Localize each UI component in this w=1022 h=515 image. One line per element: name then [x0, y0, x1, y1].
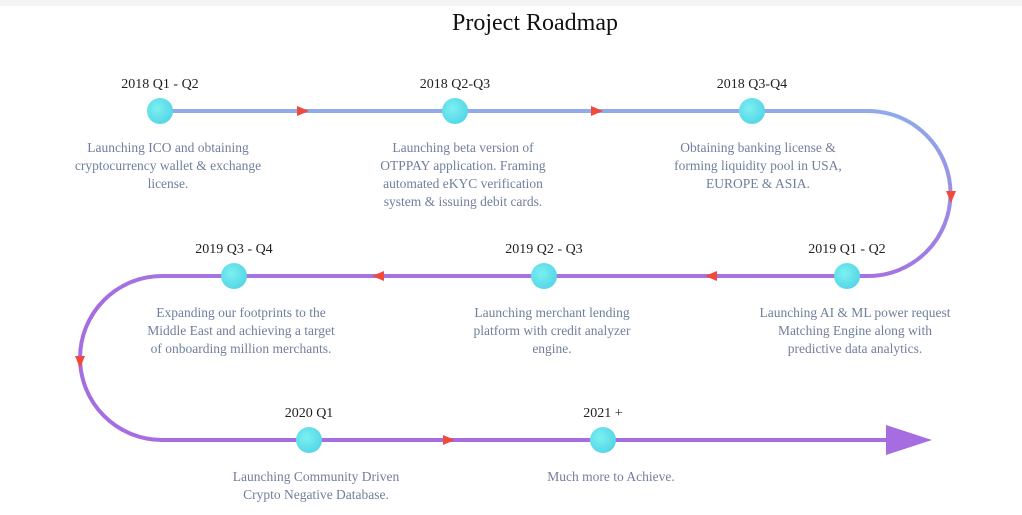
milestone-description: Launching AI & ML power request — [759, 305, 950, 320]
milestone-description: of onboarding million merchants. — [151, 341, 332, 356]
milestone-dot — [590, 427, 616, 453]
arrow — [372, 271, 384, 281]
milestone-description: EUROPE & ASIA. — [706, 176, 810, 191]
milestone-dot — [221, 263, 247, 289]
milestone-dot — [442, 98, 468, 124]
milestone: 2018 Q1 - Q2 Launching ICO and obtaining c… — [75, 77, 261, 191]
milestone-description: system & issuing debit cards. — [384, 194, 543, 209]
milestone: 2018 Q2-Q3 Launching beta version of OTPPA… — [380, 77, 546, 209]
milestone: 2019 Q3 - Q4 Expanding our footprints to … — [147, 242, 335, 356]
milestone-label: 2021 + — [583, 406, 623, 421]
milestone-label: 2020 Q1 — [285, 406, 334, 421]
milestone-description: OTPPAY application. Framing — [380, 158, 546, 173]
milestone-dot — [834, 263, 860, 289]
arrow — [75, 356, 85, 368]
milestone-dot — [739, 98, 765, 124]
end-arrow — [886, 425, 932, 455]
milestone-description: forming liquidity pool in USA, — [674, 158, 842, 173]
top-shadow — [0, 0, 1022, 6]
milestone-description: Launching merchant lending — [474, 305, 629, 320]
milestone-description: Launching Community Driven — [233, 469, 400, 484]
milestone-dot — [147, 98, 173, 124]
milestone-label: 2019 Q3 - Q4 — [195, 242, 272, 257]
arrow — [443, 435, 455, 445]
milestone-label: 2018 Q2-Q3 — [420, 77, 490, 92]
milestone-description: Launching ICO and obtaining — [87, 140, 249, 155]
milestone-label: 2018 Q1 - Q2 — [121, 77, 198, 92]
milestone-description: Middle East and achieving a target — [147, 323, 335, 338]
milestone-description: Crypto Negative Database. — [243, 487, 389, 502]
arrow — [591, 106, 603, 116]
milestone-dot — [531, 263, 557, 289]
arrow — [705, 271, 717, 281]
milestone-description: license. — [148, 176, 189, 191]
direction-arrows — [75, 106, 956, 445]
milestone-dot — [296, 427, 322, 453]
milestone: 2019 Q1 - Q2 Launching AI & ML power requ… — [759, 242, 950, 356]
milestone-label: 2019 Q1 - Q2 — [808, 242, 885, 257]
milestone: 2021 + Much more to Achieve. — [547, 406, 674, 484]
milestone-label: 2018 Q3-Q4 — [717, 77, 787, 92]
arrow — [946, 191, 956, 203]
title: Project Roadmap — [452, 10, 618, 36]
milestone-description: predictive data analytics. — [788, 341, 923, 356]
milestone-description: Much more to Achieve. — [547, 469, 674, 484]
track — [78, 109, 953, 442]
milestone: 2018 Q3-Q4 Obtaining banking license & for… — [674, 77, 842, 191]
milestone-description: automated eKYC verification — [383, 176, 543, 191]
milestone-description: platform with credit analyzer — [473, 323, 631, 338]
arrow — [297, 106, 309, 116]
milestone-description: cryptocurrency wallet & exchange — [75, 158, 261, 173]
milestone-description: Matching Engine along with — [778, 323, 932, 338]
milestone: 2020 Q1 Launching Community Driven Crypto … — [233, 406, 400, 502]
milestone-label: 2019 Q2 - Q3 — [505, 242, 582, 257]
milestone-description: engine. — [532, 341, 571, 356]
milestone-description: Expanding our footprints to the — [156, 305, 325, 320]
milestone-description: Launching beta version of — [392, 140, 534, 155]
milestones: 2018 Q1 - Q2 Launching ICO and obtaining c… — [75, 77, 951, 502]
milestone-description: Obtaining banking license & — [680, 140, 836, 155]
milestone: 2019 Q2 - Q3 Launching merchant lending pl… — [473, 242, 631, 356]
